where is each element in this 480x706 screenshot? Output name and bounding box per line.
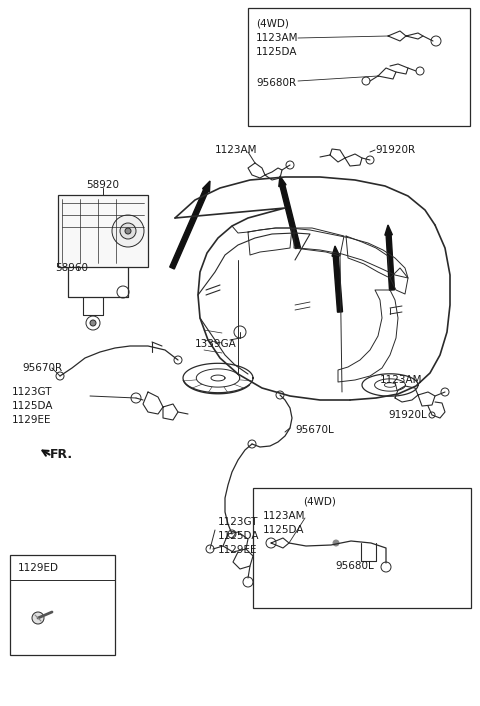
Text: 1125DA: 1125DA: [263, 525, 304, 535]
Text: 1123GT: 1123GT: [12, 387, 52, 397]
Bar: [253, 488, 471, 608]
Circle shape: [431, 36, 441, 46]
Text: 58960: 58960: [55, 263, 88, 273]
Text: 1339GA: 1339GA: [195, 339, 237, 349]
Circle shape: [131, 393, 141, 403]
Circle shape: [228, 530, 236, 538]
Bar: [58, 195, 148, 267]
FancyArrow shape: [385, 225, 395, 290]
Circle shape: [56, 372, 64, 380]
Circle shape: [441, 388, 449, 396]
Text: 1123AM: 1123AM: [256, 33, 299, 43]
Text: 1123AM: 1123AM: [215, 145, 257, 155]
Text: 58920: 58920: [86, 180, 120, 190]
Text: FR.: FR.: [50, 448, 73, 462]
Text: (4WD): (4WD): [303, 497, 336, 507]
Circle shape: [276, 391, 284, 399]
Circle shape: [243, 577, 253, 587]
FancyArrow shape: [170, 181, 210, 269]
Text: 95680L: 95680L: [335, 561, 374, 571]
Circle shape: [286, 161, 294, 169]
Bar: [10, 555, 115, 655]
FancyArrow shape: [279, 176, 300, 249]
Text: (4WD): (4WD): [256, 19, 289, 29]
Text: 95680R: 95680R: [256, 78, 296, 88]
Text: 1123GT: 1123GT: [218, 517, 259, 527]
Circle shape: [333, 540, 339, 546]
Circle shape: [86, 316, 100, 330]
Bar: [248, 8, 470, 126]
Circle shape: [416, 67, 424, 75]
Text: 1123AM: 1123AM: [263, 511, 305, 521]
Text: 1123AM: 1123AM: [380, 375, 422, 385]
Circle shape: [112, 215, 144, 247]
Circle shape: [90, 320, 96, 326]
Circle shape: [362, 77, 370, 85]
Text: 91920L: 91920L: [388, 410, 427, 420]
Text: 1129EE: 1129EE: [12, 415, 51, 425]
Text: 1125DA: 1125DA: [256, 47, 298, 57]
Circle shape: [206, 545, 214, 553]
Text: 95670L: 95670L: [295, 425, 334, 435]
Text: 1125DA: 1125DA: [218, 531, 260, 541]
Circle shape: [117, 286, 129, 298]
Text: 95670R: 95670R: [22, 363, 62, 373]
Circle shape: [266, 538, 276, 548]
Circle shape: [234, 326, 246, 338]
Circle shape: [32, 612, 44, 624]
FancyArrow shape: [332, 246, 343, 312]
Circle shape: [120, 223, 136, 239]
Circle shape: [429, 412, 435, 418]
Circle shape: [174, 356, 182, 364]
Circle shape: [366, 156, 374, 164]
Circle shape: [125, 228, 131, 234]
Circle shape: [248, 440, 256, 448]
Circle shape: [381, 562, 391, 572]
Text: 91920R: 91920R: [375, 145, 415, 155]
Text: 1129EE: 1129EE: [218, 545, 257, 555]
Text: 1125DA: 1125DA: [12, 401, 53, 411]
Text: 1129ED: 1129ED: [18, 563, 59, 573]
